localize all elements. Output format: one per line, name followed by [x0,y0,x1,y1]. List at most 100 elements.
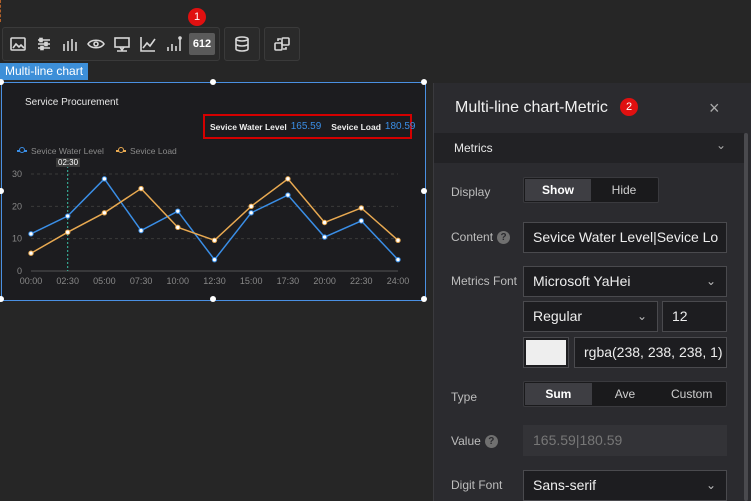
y-tick-label: 10 [12,234,22,244]
guide-line [0,0,2,22]
chart-widget[interactable] [1,82,426,301]
legend-label-load: Sevice Load [130,146,177,156]
color-swatch[interactable] [523,337,569,368]
data-point [28,250,34,256]
font-weight-select[interactable]: Regular ⌄ [523,301,658,332]
data-point [211,256,218,263]
type-sum-button[interactable]: Sum [525,383,592,405]
type-toggle: Sum Ave Custom [523,381,727,407]
data-point [285,192,291,198]
bar-chart-icon[interactable] [59,33,81,55]
metric2-value: 180.59 [384,121,416,132]
axis-icon[interactable] [137,33,159,55]
legend-item-load[interactable]: Sevice Load [116,146,177,156]
data-point [101,176,108,182]
resize-handle-tl[interactable] [0,79,4,85]
font-size-input[interactable]: 12 [662,301,727,332]
data-point [248,210,254,216]
tooltip-icon[interactable] [111,33,133,55]
help-icon[interactable]: ? [484,435,498,449]
image-icon[interactable] [7,33,29,55]
metric-display: Sevice Water Level 165.59 Sevice Load 18… [203,114,416,139]
display-show-button[interactable]: Show [525,179,591,201]
section-label: Metrics [454,141,493,155]
interaction-icon[interactable] [269,33,295,55]
resize-handle-ml[interactable] [0,188,4,194]
chevron-down-icon: ⌄ [705,274,716,288]
metric-bars-icon[interactable] [163,33,185,55]
data-point [175,224,181,231]
display-toggle: Show Hide [523,177,659,203]
data-point [138,227,144,234]
panel-scrollbar[interactable] [744,133,748,501]
x-tick-label: 10:00 [167,276,190,286]
digit-font-select[interactable]: Sans-serif ⌄ [523,470,727,501]
x-tick-label: 12:30 [203,276,226,286]
sliders-icon[interactable] [33,33,55,55]
tooltip-time: 02:30 [56,158,81,167]
series-line-0 [30,177,399,261]
line-plot[interactable]: 0 10 20 30 00:00 02:30 05:00 07:30 10:00 12:30 15:… [0,160,424,292]
metric1-label: Sevice Water Level [210,121,287,132]
display-hide-button[interactable]: Hide [611,183,637,197]
legend-marker-load [116,147,126,153]
metric-number-icon[interactable]: 612 [189,33,215,55]
data-point [175,208,181,214]
resize-handle-bl[interactable] [0,296,4,302]
toolbar-group-interaction [264,27,300,61]
resize-handle-mr[interactable] [421,188,427,194]
data-point [101,210,108,216]
content-label-row: Content? [451,230,511,245]
legend-label-water: Sevice Water Level [31,146,104,156]
annotation-badge-1: 1 [188,8,206,26]
value-label: Value [451,434,481,448]
y-tick-label: 30 [12,169,22,179]
font-family-value: Microsoft YaHei [533,273,631,289]
data-point [211,237,218,243]
chart-toolbar: 612 [2,27,304,61]
content-label: Content [451,230,494,244]
resize-handle-br[interactable] [421,296,427,302]
metric1-value: 165.59 [290,121,322,132]
chevron-down-icon: ⌄ [636,309,647,323]
y-tick-label: 0 [17,266,22,276]
metrics-font-label: Metrics Font [451,274,518,288]
legend-marker-water [17,147,27,153]
value-label-row: Value? [451,434,498,449]
eye-icon[interactable] [85,33,107,55]
help-icon[interactable]: ? [497,231,511,245]
data-point [138,185,144,192]
close-icon[interactable]: × [709,98,720,118]
chart-name-tag[interactable]: Multi-line chart [0,63,89,80]
data-point [358,205,364,211]
data-point [358,218,364,224]
chart-title: Service Procurement [25,97,119,108]
x-tick-label: 24:00 [387,276,410,286]
x-tick-label: 00:00 [20,276,43,286]
legend-item-water[interactable]: Sevice Water Level [17,146,104,156]
color-input[interactable]: rgba(238, 238, 238, 1) [574,337,727,368]
panel-title: Multi-line chart-Metric [455,99,608,116]
type-custom-button[interactable]: Custom [671,387,713,401]
resize-handle-tr[interactable] [421,79,427,85]
y-tick-label: 20 [12,201,22,211]
metric2-label: Sevice Load [331,121,381,132]
content-input[interactable]: Sevice Water Level|Sevice Lo [523,222,727,253]
resize-handle-tm[interactable] [210,79,216,85]
database-icon[interactable] [229,33,255,55]
x-tick-label: 07:30 [130,276,153,286]
chevron-down-icon: ⌄ [705,478,716,492]
type-ave-button[interactable]: Ave [614,387,636,401]
metrics-section-header[interactable]: Metrics ⌄ [434,133,744,163]
digit-font-value: Sans-serif [533,477,597,493]
font-weight-value: Regular [533,308,583,324]
x-tick-label: 02:30 [56,276,79,286]
toolbar-group-data [224,27,260,61]
data-point [395,256,401,263]
data-point [248,203,254,210]
font-family-select[interactable]: Microsoft YaHei ⌄ [523,266,727,297]
metric-number-label: 612 [192,38,212,50]
data-point [321,234,328,240]
resize-handle-bm[interactable] [210,296,216,302]
annotation-badge-2: 2 [620,98,638,116]
